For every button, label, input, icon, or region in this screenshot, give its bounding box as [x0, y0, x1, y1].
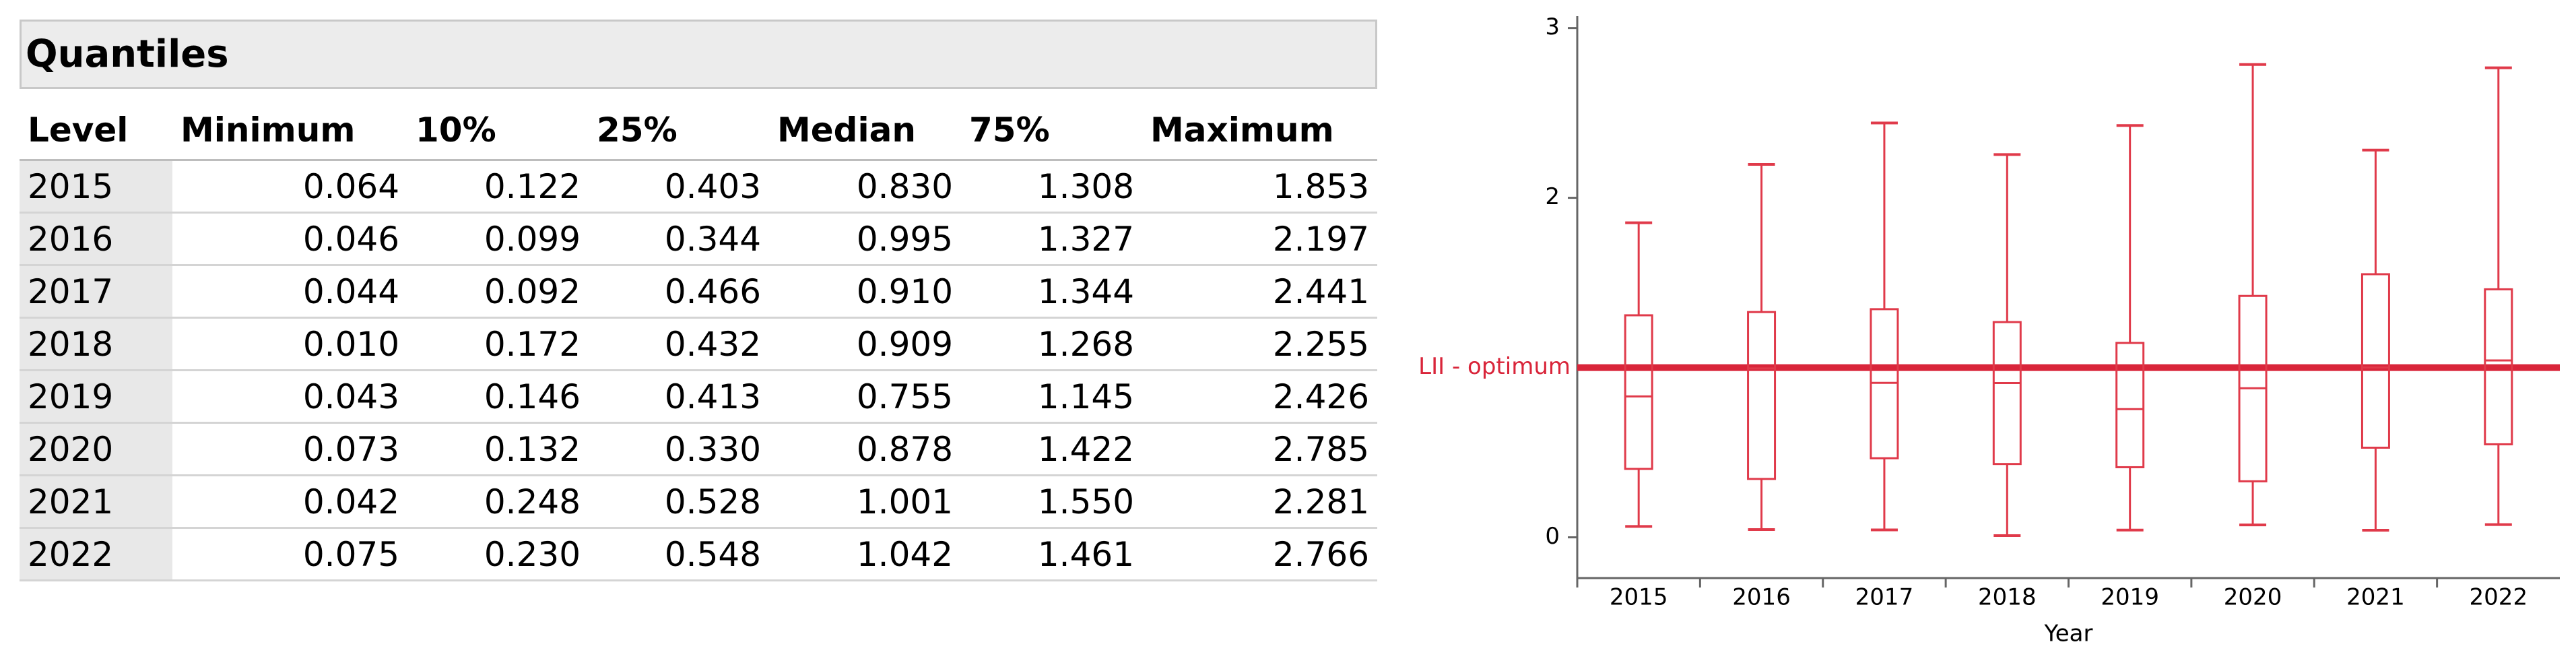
column-header[interactable]: 10%: [407, 101, 589, 161]
quantiles-panel: Quantiles Level Minimum 10% 25% Median 75% Max…: [20, 20, 1377, 581]
quantile-cell: 1.145: [961, 370, 1142, 424]
column-header[interactable]: 75%: [961, 101, 1142, 161]
quantile-cell: 0.172: [407, 317, 589, 371]
quantile-cell: 0.043: [172, 370, 407, 424]
y-tick-label: 2: [1545, 183, 1560, 210]
y-tick-label: 3: [1545, 13, 1560, 40]
quantile-cell: 0.995: [769, 212, 961, 266]
level-cell: 2016: [20, 212, 172, 266]
column-header[interactable]: 25%: [589, 101, 769, 161]
table-row: 2021 0.042 0.248 0.528 1.001 1.550 2.281: [20, 475, 1377, 529]
quantiles-table: Level Minimum 10% 25% Median 75% Maximum 2015 0…: [20, 101, 1377, 581]
quantile-cell: 0.413: [589, 370, 769, 424]
quantile-cell: 0.330: [589, 422, 769, 476]
quantile-cell: 1.461: [961, 528, 1142, 581]
table-row: 2017 0.044 0.092 0.466 0.910 1.344 2.441: [20, 265, 1377, 319]
quantile-cell: 0.073: [172, 422, 407, 476]
x-tick-label: 2018: [1978, 584, 2037, 611]
box: [2484, 288, 2513, 445]
quantile-cell: 0.248: [407, 475, 589, 529]
quantile-cell: 1.344: [961, 265, 1142, 319]
quantile-cell: 0.042: [172, 475, 407, 529]
quantile-cell: 0.344: [589, 212, 769, 266]
table-row: 2020 0.073 0.132 0.330 0.878 1.422 2.785: [20, 422, 1377, 476]
table-row: 2022 0.075 0.230 0.548 1.042 1.461 2.766: [20, 528, 1377, 581]
quantile-cell: 2.255: [1142, 317, 1377, 371]
quantile-cell: 0.878: [769, 422, 961, 476]
table-row: 2015 0.064 0.122 0.403 0.830 1.308 1.853: [20, 160, 1377, 214]
level-cell: 2017: [20, 265, 172, 319]
quantile-cell: 0.432: [589, 317, 769, 371]
quantile-cell: 2.441: [1142, 265, 1377, 319]
quantile-cell: 1.001: [769, 475, 961, 529]
quantile-cell: 0.403: [589, 160, 769, 214]
column-header[interactable]: Maximum: [1142, 101, 1377, 161]
column-header[interactable]: Minimum: [172, 101, 407, 161]
y-tick-label: 0: [1545, 523, 1560, 550]
panel-title[interactable]: Quantiles: [20, 20, 1377, 89]
column-header[interactable]: Level: [20, 101, 172, 161]
quantile-cell: 0.909: [769, 317, 961, 371]
quantile-cell: 0.092: [407, 265, 589, 319]
level-cell: 2019: [20, 370, 172, 424]
x-tick-label: 2022: [2470, 584, 2528, 611]
quantile-cell: 0.755: [769, 370, 961, 424]
quantile-cell: 0.044: [172, 265, 407, 319]
quantile-cell: 0.548: [589, 528, 769, 581]
x-tick-label: 2021: [2346, 584, 2405, 611]
quantile-cell: 0.046: [172, 212, 407, 266]
quantile-cell: 0.830: [769, 160, 961, 214]
column-header[interactable]: Median: [769, 101, 961, 161]
reference-label: LII - optimum: [1418, 353, 1571, 380]
box: [2115, 342, 2145, 468]
x-tick-label: 2017: [1855, 584, 1914, 611]
header-row: Level Minimum 10% 25% Median 75% Maximum: [20, 101, 1377, 161]
level-cell: 2015: [20, 160, 172, 214]
level-cell: 2018: [20, 317, 172, 371]
quantile-cell: 0.010: [172, 317, 407, 371]
quantile-cell: 1.853: [1142, 160, 1377, 214]
quantile-cell: 0.064: [172, 160, 407, 214]
quantile-cell: 0.146: [407, 370, 589, 424]
box: [1624, 314, 1653, 470]
quantile-cell: 2.426: [1142, 370, 1377, 424]
quantile-cell: 1.422: [961, 422, 1142, 476]
quantile-cell: 2.785: [1142, 422, 1377, 476]
x-tick-label: 2016: [1732, 584, 1791, 611]
quantile-cell: 1.327: [961, 212, 1142, 266]
quantile-cell: 1.268: [961, 317, 1142, 371]
table-body: 2015 0.064 0.122 0.403 0.830 1.308 1.853 2016 0.…: [20, 160, 1377, 581]
quantile-cell: 0.132: [407, 422, 589, 476]
box: [2360, 273, 2390, 449]
level-cell: 2021: [20, 475, 172, 529]
box: [1747, 311, 1777, 480]
table-row: 2016 0.046 0.099 0.344 0.995 1.327 2.197: [20, 212, 1377, 266]
x-tick-label: 2015: [1610, 584, 1668, 611]
quantile-cell: 1.308: [961, 160, 1142, 214]
quantile-cell: 1.550: [961, 475, 1142, 529]
x-tick-label: 2019: [2101, 584, 2159, 611]
box: [1992, 321, 2022, 466]
quantile-cell: 0.466: [589, 265, 769, 319]
quantile-cell: 0.075: [172, 528, 407, 581]
table-row: 2019 0.043 0.146 0.413 0.755 1.145 2.426: [20, 370, 1377, 424]
x-tick-label: 2020: [2224, 584, 2282, 611]
quantile-cell: 2.766: [1142, 528, 1377, 581]
quantile-cell: 0.910: [769, 265, 961, 319]
x-axis-title: Year: [2044, 621, 2093, 647]
level-cell: 2020: [20, 422, 172, 476]
quantile-cell: 1.042: [769, 528, 961, 581]
quantile-cell: 0.528: [589, 475, 769, 529]
quantile-cell: 2.197: [1142, 212, 1377, 266]
level-cell: 2022: [20, 528, 172, 581]
quantile-cell: 0.122: [407, 160, 589, 214]
quantile-cell: 2.281: [1142, 475, 1377, 529]
quantile-cell: 0.099: [407, 212, 589, 266]
quantile-cell: 0.230: [407, 528, 589, 581]
table-row: 2018 0.010 0.172 0.432 0.909 1.268 2.255: [20, 317, 1377, 371]
